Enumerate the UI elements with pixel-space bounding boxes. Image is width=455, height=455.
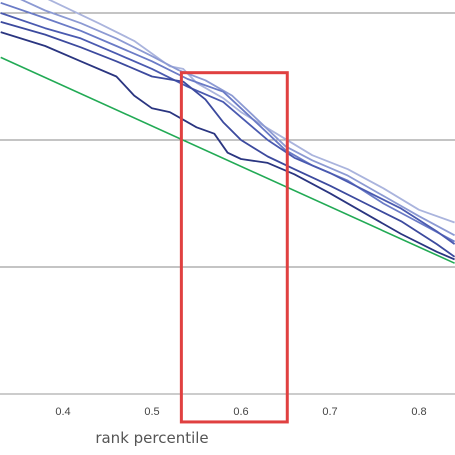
highlight-rectangle — [179, 71, 289, 424]
series-line-3 — [0, 1, 455, 243]
series-line-5 — [0, 21, 455, 258]
series-lines — [0, 0, 455, 261]
series-line-4 — [0, 12, 455, 245]
x-tick-label-5: 0.8 — [411, 406, 426, 418]
series-line-1 — [47, 0, 455, 224]
series-line-6 — [0, 31, 455, 261]
reference-line-path — [0, 56, 455, 264]
x-tick-label-2: 0.5 — [144, 406, 159, 418]
x-tick-label-1: 0.4 — [55, 406, 70, 418]
reference-line — [0, 56, 455, 264]
series-line-2 — [20, 0, 455, 237]
x-tick-label-3: 0.6 — [233, 406, 248, 418]
x-axis-tick-labels: 0.4 0.5 0.6 0.7 0.8 — [55, 406, 426, 418]
gridlines — [0, 12, 455, 395]
x-tick-label-4: 0.7 — [322, 406, 337, 418]
highlight-box — [179, 71, 289, 424]
x-axis-title: rank percentile — [95, 429, 208, 447]
